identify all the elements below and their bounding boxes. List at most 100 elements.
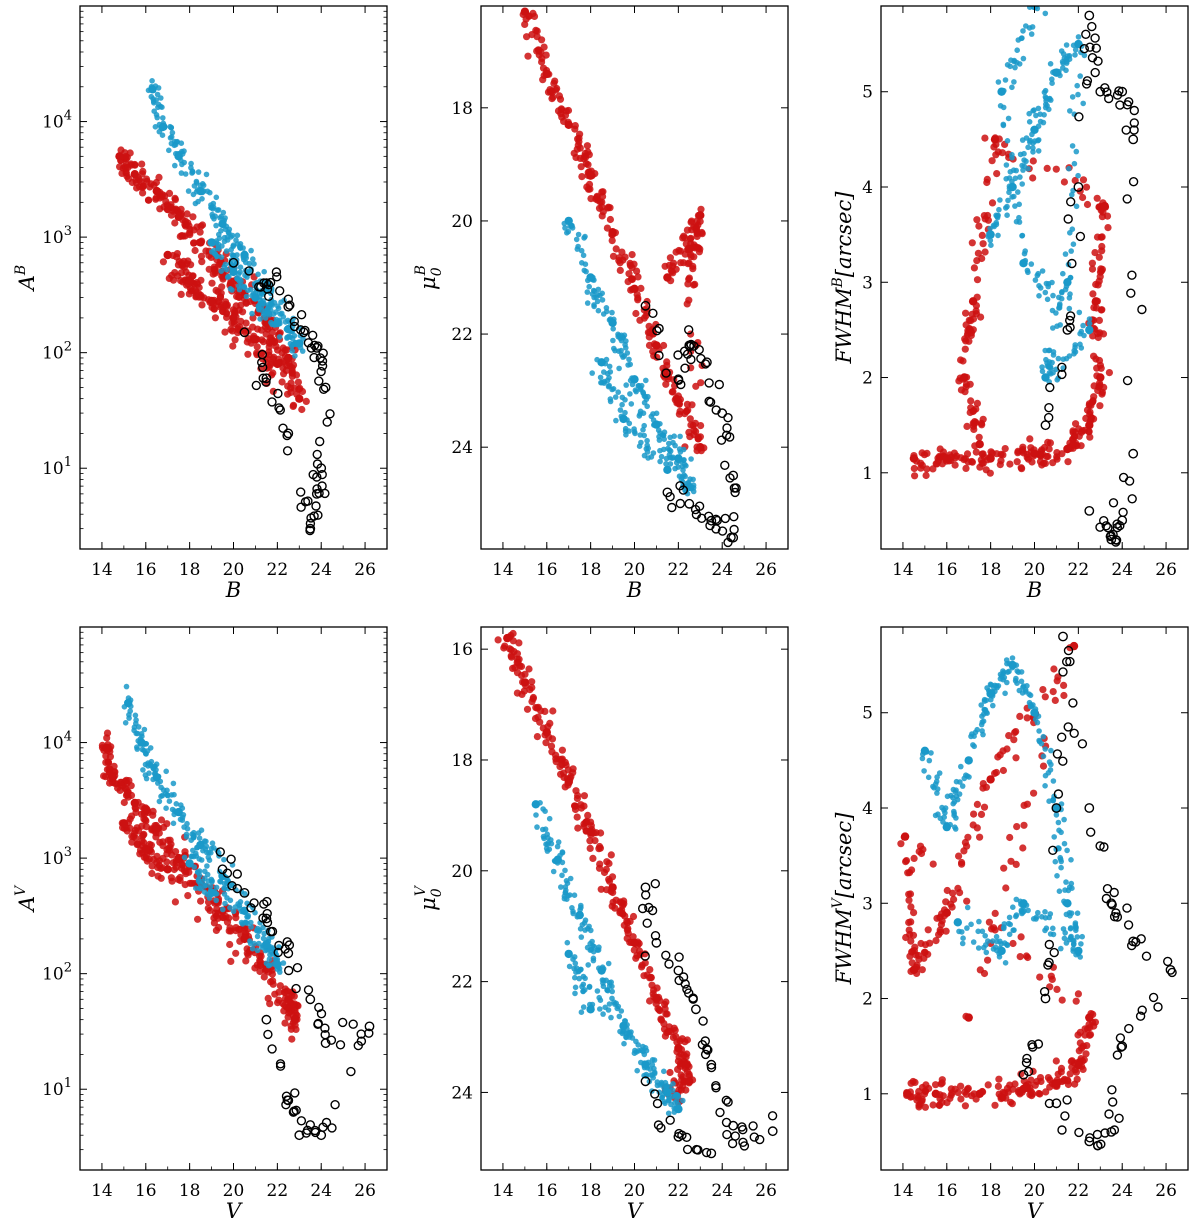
point [208,202,214,208]
data-point [674,454,683,463]
data-point [1106,1127,1117,1137]
point [199,196,205,202]
data-point [1018,1069,1029,1080]
point [242,957,250,965]
point [353,1040,363,1051]
point [103,729,112,737]
point [218,268,224,275]
point [597,374,604,381]
point [1086,316,1093,322]
point [1017,464,1025,472]
point [588,927,594,934]
point [665,445,671,452]
data-point [651,937,662,948]
point [262,908,272,919]
data-point [1074,1061,1083,1070]
point [1063,879,1069,885]
point [1097,233,1105,241]
point [1118,472,1129,483]
point [1043,164,1051,172]
point [1098,388,1106,396]
point [1026,435,1034,443]
point [667,454,673,461]
point [575,231,582,238]
point [1127,494,1137,504]
x-axis-label: B [225,578,241,602]
data-point [503,633,512,643]
point [1054,1070,1062,1078]
data-point [1019,1084,1028,1094]
point [993,450,1001,458]
point [722,423,732,433]
point [688,456,694,462]
point [551,77,559,85]
point [188,837,194,843]
point [155,85,162,91]
x-tick-label: 16 [135,560,157,580]
point [160,115,166,121]
point [600,1011,606,1017]
point [1082,183,1091,191]
series-black [1040,10,1147,547]
point [1053,812,1060,818]
point [582,818,590,827]
point [156,128,163,135]
data-point [674,1043,683,1053]
point [204,904,212,912]
data-point [229,313,238,323]
point [682,407,691,415]
point [673,1091,680,1098]
point [939,448,948,456]
point [667,502,677,513]
point [231,336,239,344]
point [942,810,948,816]
point [1016,201,1022,208]
y-tick-label: 24 [451,438,473,458]
point [669,388,677,396]
point [261,268,268,275]
data-point [1073,182,1084,192]
point [722,1129,732,1140]
point [1013,896,1020,903]
point [1126,288,1136,298]
point [1135,1011,1146,1021]
point [123,790,131,798]
point [653,1120,664,1130]
data-point [283,1095,294,1106]
y-tick-label: 20 [451,862,473,882]
point [556,755,564,764]
point [139,746,146,753]
point [1101,521,1111,531]
point [678,972,689,982]
point [1115,1033,1126,1043]
x-tick-label: 26 [755,1181,777,1201]
data-point [630,938,639,947]
point [606,1001,613,1007]
point [1038,740,1045,747]
point [704,396,714,406]
point [263,280,274,290]
point [621,912,629,920]
point [292,963,303,973]
point [657,1016,666,1024]
point [149,78,155,84]
point [635,1042,641,1048]
point [690,476,696,483]
point [298,405,306,414]
point [1066,53,1073,59]
data-point [207,888,216,898]
point [701,1147,712,1158]
point [1041,693,1049,701]
point [225,927,233,935]
point [981,698,988,704]
point [567,892,573,898]
point [303,985,314,995]
data-point [986,230,995,239]
point [189,213,197,221]
point [1000,122,1007,129]
data-point [1128,134,1139,145]
point [679,463,686,470]
point [631,1050,638,1056]
series-blue [919,655,1085,966]
point [540,43,548,51]
